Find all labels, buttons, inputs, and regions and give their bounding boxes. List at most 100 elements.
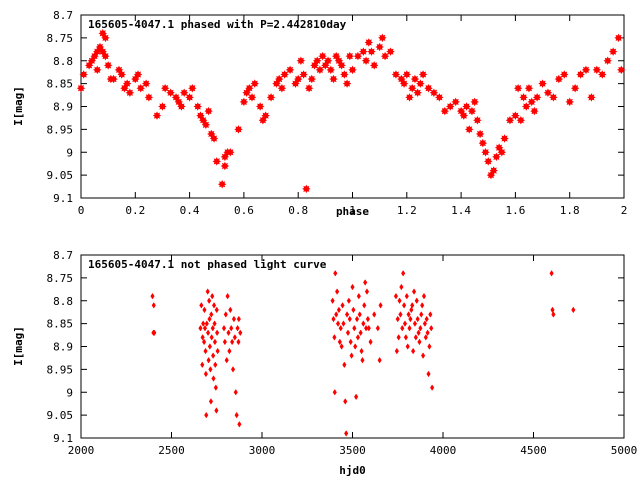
data-point — [340, 302, 345, 309]
data-point — [598, 70, 607, 79]
data-point — [225, 292, 230, 300]
data-point — [213, 361, 218, 369]
data-point — [330, 297, 335, 305]
data-point — [160, 83, 170, 93]
data-point — [406, 311, 411, 318]
data-point — [396, 334, 401, 341]
data-point — [348, 65, 357, 75]
phased-plot: 0 0.2 0.4 0.6 0.8 1 1.2 1.4 1.6 1.8 2 8.7 8.75 8.8 8.8… — [12, 9, 627, 218]
data-point — [356, 292, 361, 300]
data-point — [429, 324, 434, 332]
data-point — [342, 361, 347, 369]
data-point — [400, 324, 405, 332]
data-point — [366, 324, 371, 332]
data-point — [416, 79, 425, 88]
data-point — [166, 88, 175, 98]
data-point — [419, 311, 424, 318]
data-point — [239, 97, 249, 107]
data-point — [423, 334, 428, 341]
unphased-plot-ticks: 2000 2500 3000 3500 4000 4500 5000 8.7 8.75 8.8 8.… — [47, 249, 638, 457]
data-point — [312, 56, 322, 66]
data-point — [353, 343, 358, 350]
data-point — [375, 42, 384, 52]
data-point — [280, 70, 289, 79]
unphased-plot-frame — [80, 254, 625, 439]
x-tick-label: 0 — [78, 204, 85, 217]
data-point — [614, 33, 623, 43]
data-point — [587, 93, 596, 102]
data-point — [133, 70, 143, 79]
data-point — [413, 334, 418, 341]
y-tick-label: 9.1 — [53, 432, 73, 445]
data-point — [375, 324, 380, 332]
data-point — [152, 111, 162, 120]
data-point — [293, 74, 303, 84]
data-point — [345, 51, 355, 61]
data-point — [201, 120, 211, 130]
data-point — [207, 343, 212, 350]
data-point — [364, 288, 370, 295]
data-point — [353, 51, 363, 61]
y-tick-label: 8.85 — [47, 78, 74, 91]
data-point — [177, 102, 186, 111]
data-point — [391, 70, 401, 79]
data-point — [418, 324, 423, 332]
x-tick-label: 1.6 — [505, 204, 525, 217]
data-point — [141, 79, 151, 88]
data-point — [201, 320, 206, 327]
data-point — [565, 97, 574, 107]
data-point — [213, 384, 218, 391]
data-point — [179, 88, 189, 98]
data-point — [357, 311, 362, 318]
data-point — [302, 184, 311, 194]
data-point — [399, 283, 404, 291]
data-point — [421, 292, 427, 300]
data-point — [335, 288, 340, 295]
data-point — [215, 329, 220, 337]
data-point — [202, 306, 207, 314]
data-point — [236, 338, 241, 346]
y-tick-label: 8.7 — [53, 249, 73, 262]
data-point — [530, 106, 539, 116]
data-point — [318, 51, 327, 61]
x-tick-label: 5000 — [611, 444, 638, 457]
data-point — [412, 320, 418, 327]
data-point — [208, 398, 214, 405]
data-point — [417, 338, 422, 346]
data-point — [365, 315, 370, 323]
data-point — [527, 97, 536, 107]
data-point — [204, 320, 209, 327]
data-point — [549, 93, 558, 102]
data-point — [339, 343, 344, 350]
data-point — [277, 83, 287, 93]
data-point — [427, 343, 432, 350]
data-point — [307, 74, 317, 84]
data-point — [337, 61, 346, 70]
data-point — [333, 270, 338, 277]
data-point — [415, 315, 420, 323]
data-point — [416, 329, 421, 337]
data-point — [363, 324, 369, 332]
data-point — [76, 83, 86, 93]
data-point — [363, 279, 368, 286]
data-point — [332, 334, 337, 341]
data-point — [228, 306, 233, 314]
data-point — [299, 70, 308, 79]
y-tick-label: 8.9 — [53, 341, 73, 354]
data-point — [185, 93, 194, 102]
data-point — [347, 315, 352, 323]
data-point — [522, 102, 531, 111]
x-tick-label: 1.2 — [397, 204, 417, 217]
data-point — [210, 292, 215, 300]
data-point — [84, 61, 94, 70]
data-point — [380, 51, 390, 61]
data-point — [478, 138, 488, 148]
data-point — [440, 106, 450, 116]
data-point — [378, 302, 383, 309]
data-point — [500, 134, 509, 143]
data-point — [345, 329, 351, 337]
data-point — [399, 79, 409, 88]
data-point — [524, 83, 534, 93]
data-point — [334, 311, 339, 318]
data-point — [274, 74, 284, 84]
